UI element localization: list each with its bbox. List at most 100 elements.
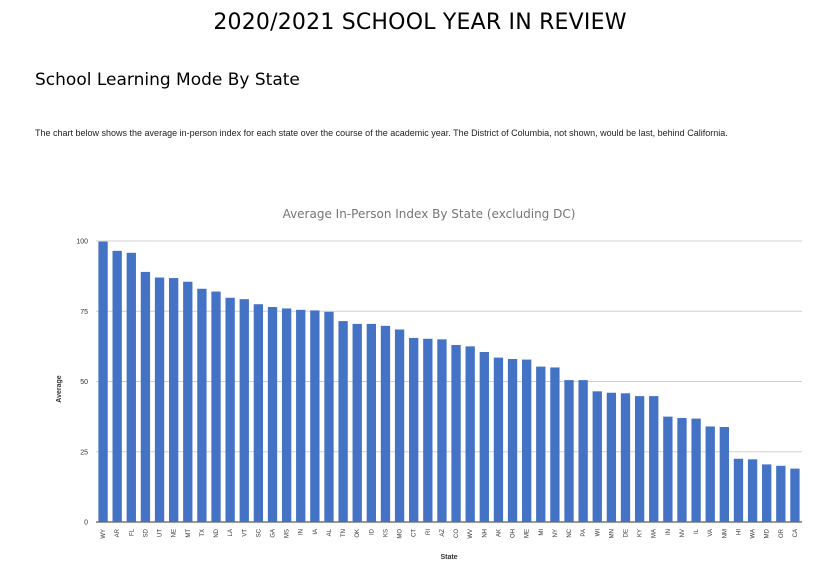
- bar: [154, 277, 165, 522]
- chart-title: Average In-Person Index By State (exclud…: [283, 207, 576, 221]
- bar: [465, 346, 475, 522]
- x-tick-label: RI: [426, 529, 432, 535]
- x-tick-label: MO: [398, 529, 404, 539]
- bar: [663, 416, 673, 522]
- x-tick-label: AL: [327, 528, 333, 536]
- chart-description: The chart below shows the average in-per…: [35, 128, 728, 138]
- x-tick-label: NC: [567, 528, 573, 537]
- x-tick-label: TX: [200, 529, 206, 537]
- y-axis-ticks: 0 25 50 75 100: [76, 239, 88, 527]
- x-tick-label: WV: [468, 529, 474, 539]
- x-tick-label: FL: [129, 528, 135, 536]
- y-tick-label: 50: [80, 379, 88, 386]
- bar: [705, 426, 715, 522]
- bar: [281, 308, 292, 522]
- x-tick-label: OH: [511, 529, 517, 538]
- bar: [409, 337, 419, 522]
- x-tick-label: VA: [708, 529, 714, 537]
- x-tick-label: TN: [341, 529, 347, 537]
- bar: [507, 359, 518, 522]
- bar: [211, 291, 221, 522]
- bar: [437, 339, 447, 522]
- x-tick-label: ID: [369, 528, 375, 535]
- bar: [649, 396, 659, 522]
- bar: [112, 250, 122, 522]
- bar: [296, 309, 306, 522]
- bar: [126, 252, 136, 522]
- x-axis-ticks: WY AR FL SD UT NE MT TX ND LA VT SC GA MS IN IA AL TN OK ID…: [101, 528, 799, 538]
- bar: [493, 357, 504, 522]
- bar: [550, 367, 560, 522]
- x-tick-label: HI: [736, 529, 742, 535]
- x-tick-label: IL: [694, 528, 700, 534]
- x-tick-label: KY: [638, 529, 644, 537]
- x-tick-label: NE: [172, 529, 178, 537]
- x-tick-label: WI: [595, 529, 601, 537]
- x-tick-label: MT: [186, 529, 192, 538]
- bar: [253, 304, 264, 522]
- bar: [634, 396, 645, 522]
- bar: [338, 321, 348, 522]
- bar: [790, 468, 800, 522]
- x-tick-label: ND: [214, 528, 220, 537]
- section-title: School Learning Mode By State: [35, 70, 300, 90]
- bar: [578, 380, 588, 522]
- bar-chart: Average In-Person Index By State (exclud…: [56, 207, 802, 561]
- bar: [183, 281, 193, 522]
- y-tick-label: 75: [80, 309, 88, 316]
- x-tick-label: UT: [158, 529, 164, 537]
- bar: [606, 392, 617, 522]
- bar: [366, 323, 376, 522]
- x-tick-label: WA: [751, 529, 757, 538]
- bar: [423, 338, 433, 522]
- y-axis-label: Average: [56, 375, 63, 402]
- x-tick-label: MA: [652, 529, 658, 538]
- x-tick-label: NY: [553, 529, 559, 537]
- bar: [140, 271, 151, 522]
- bar: [691, 418, 701, 522]
- bar: [564, 380, 574, 522]
- bar: [747, 459, 758, 522]
- bar: [620, 393, 631, 522]
- bar: [324, 311, 334, 522]
- bar: [522, 359, 532, 522]
- bar: [776, 465, 786, 522]
- bar: [592, 391, 602, 522]
- bar: [169, 278, 179, 522]
- x-tick-label: MD: [765, 528, 771, 538]
- bar: [733, 458, 744, 522]
- y-tick-label: 0: [84, 520, 88, 527]
- x-tick-label: OK: [355, 529, 361, 538]
- x-tick-label: IN: [299, 529, 305, 535]
- bar: [310, 310, 320, 522]
- bar: [719, 427, 729, 522]
- x-tick-label: KS: [383, 529, 389, 537]
- x-tick-label: VT: [242, 529, 248, 537]
- x-tick-label: IA: [313, 529, 319, 535]
- bar: [352, 323, 362, 522]
- bar: [479, 351, 489, 522]
- bar: [394, 329, 405, 522]
- x-tick-label: DE: [624, 529, 630, 537]
- x-tick-label: CT: [412, 529, 418, 537]
- x-axis-label: State: [440, 554, 457, 561]
- x-tick-label: MI: [539, 529, 545, 536]
- bar: [762, 464, 772, 522]
- bar: [98, 241, 108, 522]
- x-tick-label: WY: [101, 529, 107, 539]
- bar: [536, 366, 546, 522]
- bar: [225, 297, 235, 522]
- bars: [98, 241, 800, 522]
- bar: [451, 344, 461, 522]
- x-tick-label: SC: [256, 528, 262, 537]
- x-tick-label: PA: [581, 529, 587, 537]
- x-tick-label: NH: [482, 529, 488, 538]
- x-tick-label: CA: [793, 529, 799, 537]
- y-tick-label: 100: [76, 239, 88, 246]
- bar: [239, 299, 249, 522]
- x-tick-label: MN: [609, 529, 615, 538]
- x-tick-label: AZ: [440, 529, 446, 537]
- x-tick-label: SD: [143, 528, 149, 537]
- x-tick-label: IN: [666, 529, 672, 535]
- x-tick-label: OR: [779, 528, 785, 538]
